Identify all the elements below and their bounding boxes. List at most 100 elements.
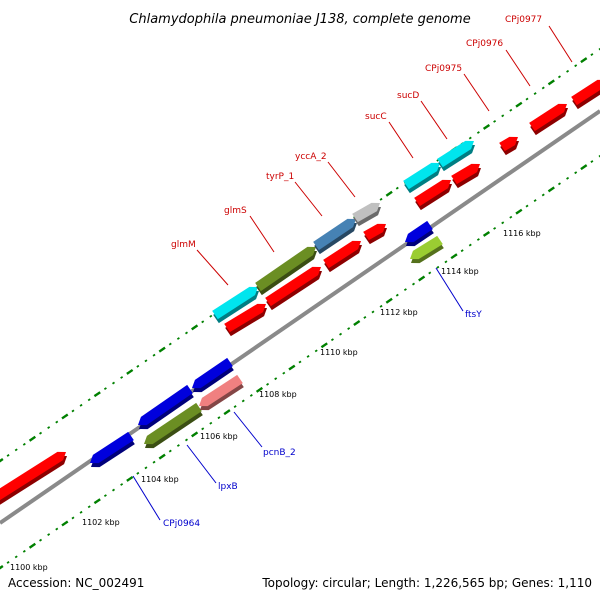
tick-mark xyxy=(580,57,588,64)
tick-mark xyxy=(112,381,116,385)
tick-mark xyxy=(557,75,561,79)
gene-box-glmS[interactable] xyxy=(255,246,317,296)
gene-box-face xyxy=(499,136,518,152)
gene-box[interactable] xyxy=(405,220,434,247)
gene-box[interactable] xyxy=(323,240,362,273)
tick-mark xyxy=(460,249,464,253)
gene-box-sucC[interactable] xyxy=(403,162,441,194)
gene-label-glmS[interactable]: glmS xyxy=(224,206,247,216)
tick-mark xyxy=(152,460,156,464)
leader-line xyxy=(435,267,464,312)
tick-mark xyxy=(590,53,594,56)
tick-mark xyxy=(14,555,18,559)
gene-label-ftsY[interactable]: ftsY xyxy=(465,310,482,320)
gene-box[interactable] xyxy=(265,266,322,311)
tick-mark xyxy=(385,297,393,304)
tick-mark xyxy=(255,386,264,393)
tick-mark xyxy=(144,466,148,470)
genome-stats-text: Topology: circular; Length: 1,226,565 bp… xyxy=(261,576,592,590)
gene-box-face xyxy=(410,235,443,260)
tick-mark xyxy=(501,221,505,225)
tick-label: 1102 kbp xyxy=(82,518,120,527)
tick-mark xyxy=(282,371,286,375)
gene-box-glmM[interactable] xyxy=(212,286,259,324)
tick-mark xyxy=(395,293,399,297)
gene-box-face xyxy=(265,266,321,307)
leader-line xyxy=(388,121,414,159)
tick-mark xyxy=(501,114,505,118)
tick-mark xyxy=(0,565,4,570)
tick-mark xyxy=(493,119,497,123)
leader-line xyxy=(548,25,573,63)
accession-text: Accession: NC_002491 xyxy=(8,576,144,590)
gene-box-lpxB[interactable] xyxy=(144,402,203,449)
gene-label-glmM[interactable]: glmM xyxy=(171,240,196,250)
gene-box-ftsY[interactable] xyxy=(410,235,444,264)
tick-mark xyxy=(266,382,270,386)
gene-box[interactable] xyxy=(529,103,568,136)
gene-label-CPj0975[interactable]: CPj0975 xyxy=(425,64,462,74)
gene-box-face xyxy=(363,223,386,241)
gene-box[interactable] xyxy=(138,384,194,430)
gene-box[interactable] xyxy=(224,303,267,337)
gene-box[interactable] xyxy=(0,451,67,506)
gene-box-face xyxy=(323,240,361,269)
gene-box-pcnB_2[interactable] xyxy=(199,374,244,411)
tick-mark xyxy=(566,176,570,180)
gene-box-CPj0964[interactable] xyxy=(90,431,135,468)
tick-mark xyxy=(598,47,600,51)
tick-mark xyxy=(241,399,245,403)
tick-mark xyxy=(47,533,51,537)
tick-mark xyxy=(28,435,36,442)
gene-box[interactable] xyxy=(499,136,519,156)
gene-label-CPj0977[interactable]: CPj0977 xyxy=(505,15,542,25)
tick-mark xyxy=(541,193,545,197)
leader-line xyxy=(420,100,448,140)
gene-label-CPj0964[interactable]: CPj0964 xyxy=(163,519,200,529)
tick-mark xyxy=(395,186,399,190)
gene-box[interactable] xyxy=(414,179,452,211)
tick-mark xyxy=(509,215,513,219)
genome-backbone xyxy=(0,109,600,525)
tick-mark xyxy=(158,346,166,353)
tick-mark xyxy=(120,483,124,486)
gene-label-sucD[interactable]: sucD xyxy=(397,91,419,101)
gene-box[interactable] xyxy=(363,223,387,245)
leader-line xyxy=(294,181,323,217)
tick-mark xyxy=(468,243,472,247)
gene-box[interactable] xyxy=(571,79,600,110)
gene-box-face xyxy=(0,451,66,501)
tick-mark xyxy=(93,498,101,505)
gene-label-lpxB[interactable]: lpxB xyxy=(218,482,238,492)
gene-label-CPj0976[interactable]: CPj0976 xyxy=(466,39,503,49)
gene-box[interactable] xyxy=(192,357,234,393)
tick-mark xyxy=(403,288,407,292)
tick-mark xyxy=(191,324,199,331)
leader-line xyxy=(327,161,356,198)
tick-label: 1114 kbp xyxy=(441,267,479,276)
gene-box-yccA_2[interactable] xyxy=(352,202,381,227)
tick-mark xyxy=(233,405,237,408)
tick-mark xyxy=(79,510,83,514)
gene-box-sucD[interactable] xyxy=(437,140,475,172)
tick-mark xyxy=(28,542,36,549)
gene-label-yccA_2[interactable]: yccA_2 xyxy=(295,152,327,162)
gene-box[interactable] xyxy=(451,163,481,189)
tick-mark xyxy=(428,271,432,275)
tick-mark xyxy=(482,230,491,237)
gene-box-face xyxy=(255,246,316,292)
tick-mark xyxy=(168,449,172,453)
tick-label: 1116 kbp xyxy=(503,229,541,238)
tick-mark xyxy=(79,403,83,407)
tick-mark xyxy=(476,238,480,241)
gene-label-pcnB_2[interactable]: pcnB_2 xyxy=(263,448,296,458)
tick-mark xyxy=(152,353,156,357)
tick-mark xyxy=(482,123,491,130)
gene-track xyxy=(0,79,600,506)
gene-box-tyrP_1[interactable] xyxy=(313,218,357,255)
gene-label-sucC[interactable]: sucC xyxy=(365,112,387,122)
gene-label-tyrP_1[interactable]: tyrP_1 xyxy=(266,172,294,182)
tick-mark xyxy=(191,431,199,438)
tick-mark xyxy=(444,260,448,264)
